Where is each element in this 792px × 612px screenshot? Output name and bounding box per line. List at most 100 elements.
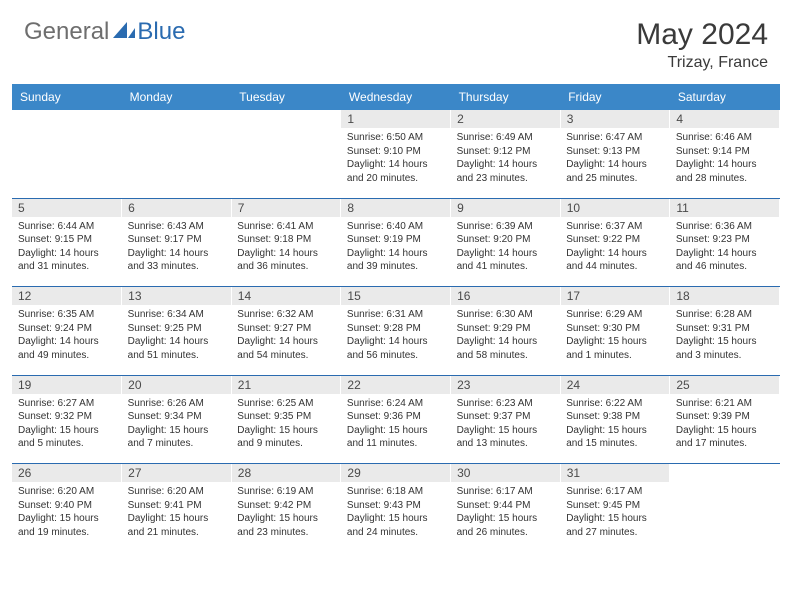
sunset-line: Sunset: 9:29 PM — [457, 322, 555, 336]
day-content-cell — [670, 482, 780, 552]
sunrise-line: Sunrise: 6:18 AM — [347, 485, 445, 499]
daylight-line-1: Daylight: 14 hours — [18, 335, 116, 349]
sunrise-line: Sunrise: 6:47 AM — [566, 131, 664, 145]
day-number-cell — [670, 464, 780, 483]
day-content-cell: Sunrise: 6:22 AMSunset: 9:38 PMDaylight:… — [560, 394, 670, 464]
sunset-line: Sunset: 9:38 PM — [566, 410, 664, 424]
sunset-line: Sunset: 9:34 PM — [128, 410, 226, 424]
day-number-cell: 1 — [341, 110, 451, 128]
sunrise-line: Sunrise: 6:25 AM — [237, 397, 335, 411]
sunrise-line: Sunrise: 6:40 AM — [347, 220, 445, 234]
sunrise-line: Sunrise: 6:29 AM — [566, 308, 664, 322]
calendar-table: SundayMondayTuesdayWednesdayThursdayFrid… — [12, 84, 780, 552]
sunset-line: Sunset: 9:30 PM — [566, 322, 664, 336]
daylight-line-2: and 9 minutes. — [237, 437, 335, 451]
day-number-cell: 27 — [122, 464, 232, 483]
day-content-row: Sunrise: 6:27 AMSunset: 9:32 PMDaylight:… — [12, 394, 780, 464]
day-content-cell: Sunrise: 6:18 AMSunset: 9:43 PMDaylight:… — [341, 482, 451, 552]
day-content-cell: Sunrise: 6:20 AMSunset: 9:40 PMDaylight:… — [12, 482, 122, 552]
daylight-line-2: and 58 minutes. — [457, 349, 555, 363]
daylight-line-1: Daylight: 14 hours — [566, 158, 664, 172]
daylight-line-2: and 5 minutes. — [18, 437, 116, 451]
sunrise-line: Sunrise: 6:20 AM — [18, 485, 116, 499]
daylight-line-2: and 23 minutes. — [457, 172, 555, 186]
weekday-header: Monday — [122, 84, 232, 110]
day-content-cell: Sunrise: 6:37 AMSunset: 9:22 PMDaylight:… — [560, 217, 670, 287]
day-number-cell: 15 — [341, 287, 451, 306]
day-number-cell: 4 — [670, 110, 780, 128]
day-content-row: Sunrise: 6:50 AMSunset: 9:10 PMDaylight:… — [12, 128, 780, 198]
day-content-cell: Sunrise: 6:29 AMSunset: 9:30 PMDaylight:… — [560, 305, 670, 375]
daylight-line-2: and 23 minutes. — [237, 526, 335, 540]
daylight-line-1: Daylight: 15 hours — [676, 335, 774, 349]
sunset-line: Sunset: 9:10 PM — [347, 145, 445, 159]
day-content-cell: Sunrise: 6:35 AMSunset: 9:24 PMDaylight:… — [12, 305, 122, 375]
weekday-header: Thursday — [451, 84, 561, 110]
daylight-line-1: Daylight: 14 hours — [566, 247, 664, 261]
day-number-cell: 23 — [451, 375, 561, 394]
sunrise-line: Sunrise: 6:17 AM — [457, 485, 555, 499]
sunset-line: Sunset: 9:45 PM — [566, 499, 664, 513]
daylight-line-1: Daylight: 15 hours — [566, 512, 664, 526]
daylight-line-2: and 56 minutes. — [347, 349, 445, 363]
daylight-line-1: Daylight: 15 hours — [128, 424, 226, 438]
sunset-line: Sunset: 9:42 PM — [237, 499, 335, 513]
daylight-line-1: Daylight: 15 hours — [457, 512, 555, 526]
sunset-line: Sunset: 9:19 PM — [347, 233, 445, 247]
day-content-cell: Sunrise: 6:50 AMSunset: 9:10 PMDaylight:… — [341, 128, 451, 198]
page-header: General Blue May 2024 Trizay, France — [0, 0, 792, 80]
daylight-line-2: and 7 minutes. — [128, 437, 226, 451]
location: Trizay, France — [636, 54, 768, 72]
weekday-header: Saturday — [670, 84, 780, 110]
day-content-cell: Sunrise: 6:44 AMSunset: 9:15 PMDaylight:… — [12, 217, 122, 287]
sunrise-line: Sunrise: 6:17 AM — [566, 485, 664, 499]
daylight-line-2: and 20 minutes. — [347, 172, 445, 186]
weekday-header-row: SundayMondayTuesdayWednesdayThursdayFrid… — [12, 84, 780, 110]
weekday-header: Sunday — [12, 84, 122, 110]
day-content-cell: Sunrise: 6:17 AMSunset: 9:44 PMDaylight:… — [451, 482, 561, 552]
day-number-cell: 22 — [341, 375, 451, 394]
sunrise-line: Sunrise: 6:49 AM — [457, 131, 555, 145]
day-number-cell: 2 — [451, 110, 561, 128]
day-number-cell: 25 — [670, 375, 780, 394]
month-title: May 2024 — [636, 18, 768, 52]
sunset-line: Sunset: 9:27 PM — [237, 322, 335, 336]
day-content-cell: Sunrise: 6:31 AMSunset: 9:28 PMDaylight:… — [341, 305, 451, 375]
daylight-line-2: and 1 minutes. — [566, 349, 664, 363]
day-number-cell: 3 — [560, 110, 670, 128]
sunrise-line: Sunrise: 6:32 AM — [237, 308, 335, 322]
daylight-line-2: and 11 minutes. — [347, 437, 445, 451]
day-content-cell: Sunrise: 6:21 AMSunset: 9:39 PMDaylight:… — [670, 394, 780, 464]
day-number-row: 12131415161718 — [12, 287, 780, 306]
day-content-cell: Sunrise: 6:27 AMSunset: 9:32 PMDaylight:… — [12, 394, 122, 464]
weekday-header: Wednesday — [341, 84, 451, 110]
daylight-line-1: Daylight: 14 hours — [457, 335, 555, 349]
day-content-cell: Sunrise: 6:17 AMSunset: 9:45 PMDaylight:… — [560, 482, 670, 552]
daylight-line-1: Daylight: 15 hours — [18, 512, 116, 526]
day-content-cell: Sunrise: 6:20 AMSunset: 9:41 PMDaylight:… — [122, 482, 232, 552]
day-content-cell — [231, 128, 341, 198]
sunset-line: Sunset: 9:28 PM — [347, 322, 445, 336]
day-content-cell: Sunrise: 6:32 AMSunset: 9:27 PMDaylight:… — [231, 305, 341, 375]
day-number-cell: 12 — [12, 287, 122, 306]
sunrise-line: Sunrise: 6:20 AM — [128, 485, 226, 499]
sunset-line: Sunset: 9:39 PM — [676, 410, 774, 424]
daylight-line-2: and 21 minutes. — [128, 526, 226, 540]
day-number-cell — [122, 110, 232, 128]
daylight-line-1: Daylight: 15 hours — [128, 512, 226, 526]
sunrise-line: Sunrise: 6:31 AM — [347, 308, 445, 322]
daylight-line-1: Daylight: 14 hours — [237, 335, 335, 349]
sunset-line: Sunset: 9:32 PM — [18, 410, 116, 424]
daylight-line-2: and 25 minutes. — [566, 172, 664, 186]
daylight-line-1: Daylight: 15 hours — [18, 424, 116, 438]
daylight-line-2: and 49 minutes. — [18, 349, 116, 363]
day-number-cell: 30 — [451, 464, 561, 483]
daylight-line-2: and 39 minutes. — [347, 260, 445, 274]
daylight-line-1: Daylight: 15 hours — [566, 335, 664, 349]
day-number-cell: 8 — [341, 198, 451, 217]
day-content-cell: Sunrise: 6:46 AMSunset: 9:14 PMDaylight:… — [670, 128, 780, 198]
daylight-line-2: and 36 minutes. — [237, 260, 335, 274]
day-content-cell — [12, 128, 122, 198]
day-number-cell: 5 — [12, 198, 122, 217]
day-number-cell: 14 — [231, 287, 341, 306]
